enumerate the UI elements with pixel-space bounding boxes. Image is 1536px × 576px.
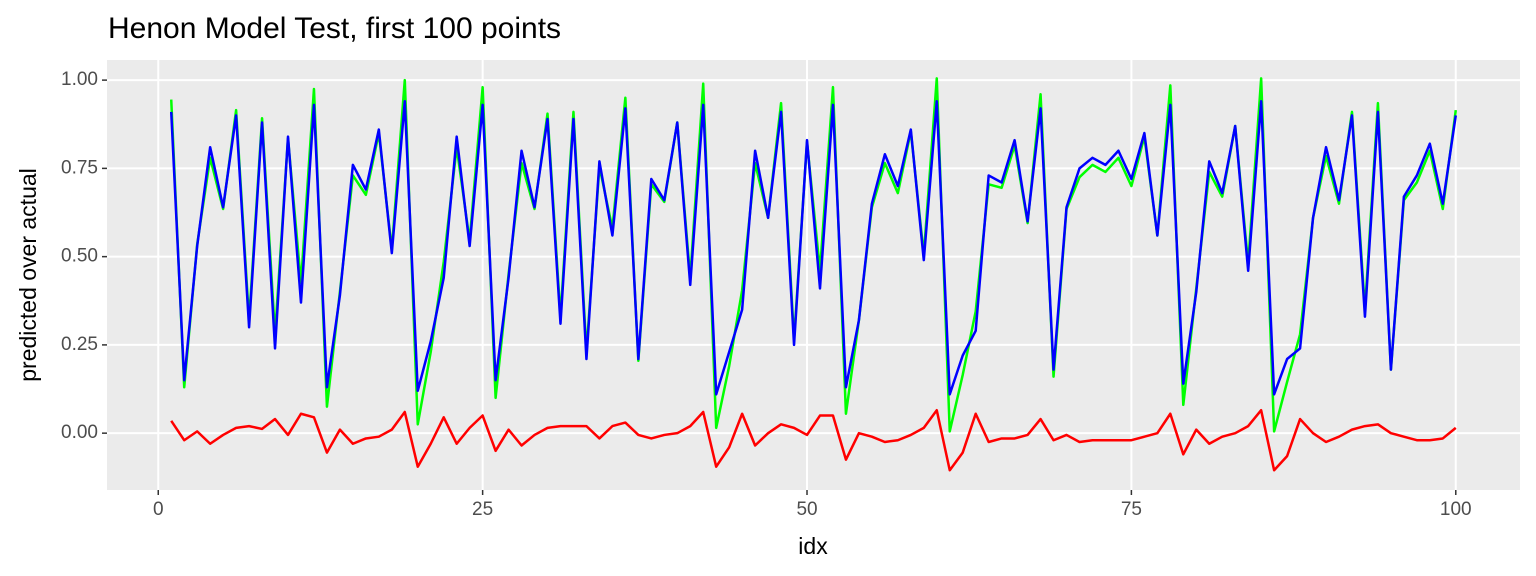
x-tick-label: 0 — [153, 499, 164, 520]
series-line — [169, 100, 1458, 396]
x-tick-label: 50 — [796, 499, 817, 520]
y-tick-label: 1.00 — [61, 69, 98, 90]
y-tick-label: 0.25 — [61, 334, 98, 355]
x-axis-label: idx — [798, 533, 828, 559]
y-tick-label: 0.00 — [61, 422, 98, 443]
y-tick-label: 0.50 — [61, 246, 98, 267]
series-line — [170, 408, 1457, 472]
x-tick-label: 100 — [1440, 499, 1472, 520]
y-axis-label: predicted over actual — [15, 168, 41, 382]
chart-title: Henon Model Test, first 100 points — [108, 12, 561, 45]
x-tick-label: 75 — [1121, 499, 1142, 520]
x-tick-label: 25 — [472, 499, 493, 520]
y-tick-label: 0.75 — [61, 157, 98, 178]
